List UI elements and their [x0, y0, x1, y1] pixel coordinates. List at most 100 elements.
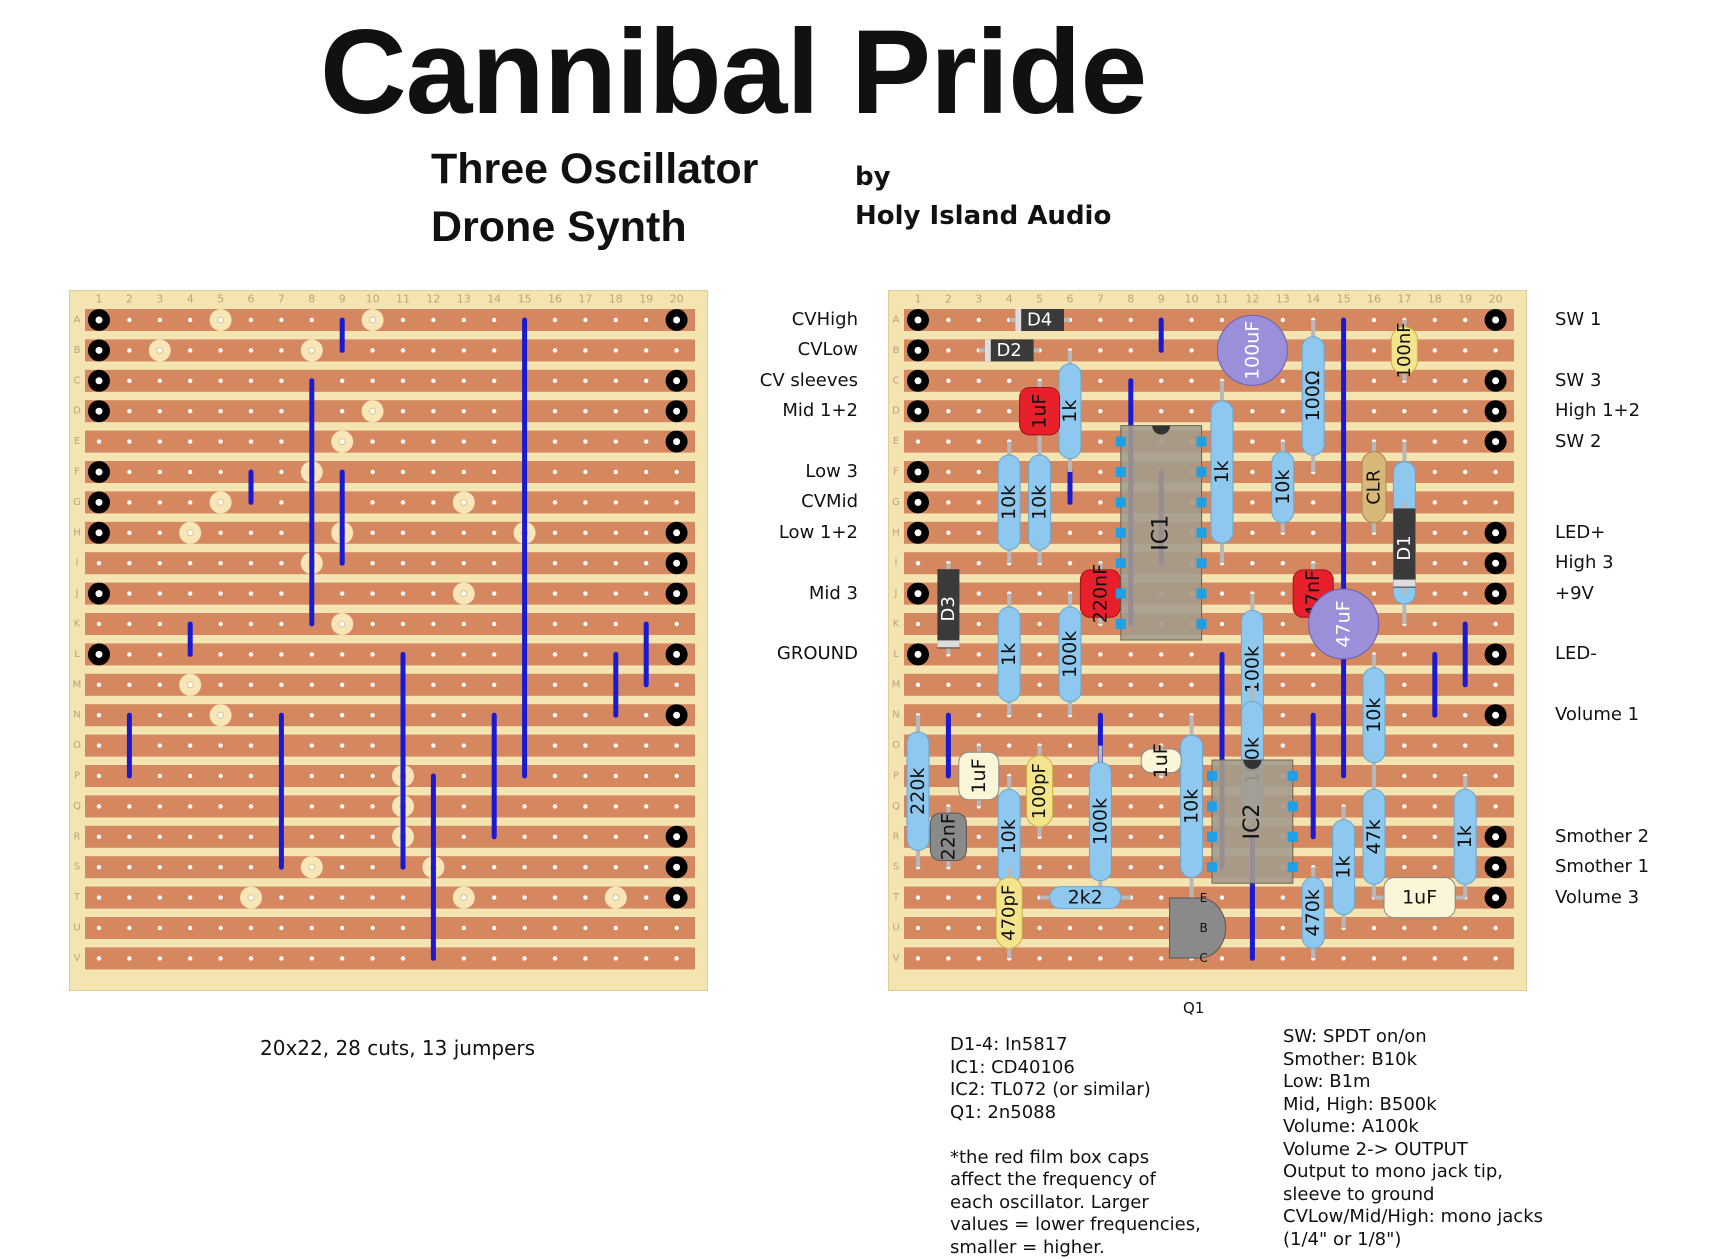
strip-hole: [370, 591, 375, 596]
copper-strip: [85, 917, 695, 939]
wire-pad-hole: [914, 498, 922, 506]
wire-pad-hole: [673, 407, 681, 415]
strip-hole: [1159, 834, 1164, 839]
diode: D2: [984, 339, 1034, 362]
strip-hole: [188, 743, 193, 748]
strip-hole: [644, 469, 649, 475]
strip-hole: [188, 895, 193, 900]
strip-hole: [552, 865, 558, 870]
strip-hole: [1037, 956, 1042, 961]
strip-hole: [188, 925, 193, 931]
strip-hole: [127, 682, 132, 687]
wire-pad-hole: [673, 833, 681, 841]
strip-hole: [1371, 956, 1377, 961]
wire-pad-hole: [673, 711, 681, 719]
strip-hole: [157, 469, 162, 475]
row-label: T: [892, 892, 900, 903]
diode: D3: [937, 569, 960, 649]
resistor-body: [1180, 734, 1204, 879]
strip-hole: [248, 591, 254, 596]
strip-hole: [340, 895, 345, 900]
copper-strip: [904, 582, 1514, 605]
connection-label: Volume 1: [1555, 704, 1640, 726]
note-line: Volume: A100k: [1283, 1116, 1419, 1137]
strip-hole: [644, 591, 649, 596]
strip-hole: [279, 500, 284, 505]
strip-hole: [1432, 378, 1437, 383]
strip-hole: [370, 713, 375, 718]
strip-hole: [309, 956, 314, 961]
box-capacitor-body: [1383, 877, 1456, 919]
strip-hole: [1463, 713, 1468, 718]
resistor-label: 10k: [1363, 698, 1385, 733]
copper-strip: [904, 613, 1514, 635]
strip-hole: [1098, 500, 1103, 505]
strip-hole: [1128, 682, 1133, 687]
strip-hole: [1159, 956, 1164, 961]
strip-hole: [127, 834, 132, 839]
connection-label: Smother 2: [1555, 825, 1650, 847]
column-label: 14: [487, 293, 501, 306]
strip-hole: [1432, 561, 1437, 566]
row-label: U: [892, 923, 899, 934]
strip-hole: [188, 439, 193, 444]
strip-hole: [583, 895, 588, 900]
wire-pad-hole: [1492, 438, 1500, 446]
column-label: 11: [396, 293, 410, 306]
strip-hole: [1493, 682, 1498, 687]
strip-hole: [340, 925, 345, 931]
page-title: Cannibal Pride: [320, 5, 1147, 139]
cut-side-board: 1 2 3 4 5 6 7 8 9 10 11 12 13 14 15 16 17 18 19 20ABCDEFGHI…: [69, 290, 708, 991]
box-capacitor-label: 1uF: [968, 758, 990, 793]
diode-band: [1015, 309, 1022, 331]
strip-hole: [976, 925, 981, 931]
electrolytic-label: 100uF: [1241, 321, 1263, 380]
strip-hole: [1098, 378, 1103, 383]
wire-pad-hole: [673, 438, 681, 446]
strip-hole: [1159, 895, 1164, 900]
strip-hole: [248, 530, 254, 535]
column-label: 18: [1428, 293, 1442, 306]
column-label: 9: [1158, 293, 1165, 306]
strip-hole: [127, 469, 132, 475]
strip-hole: [279, 621, 284, 627]
strip-hole: [370, 530, 375, 535]
strip-hole: [1098, 682, 1103, 687]
strip-hole: [1128, 956, 1133, 961]
strip-hole: [248, 956, 254, 961]
strip-hole: [127, 804, 132, 809]
strip-hole: [1159, 804, 1164, 809]
strip-hole: [157, 439, 162, 444]
strip-hole: [188, 317, 193, 323]
strip-hole: [370, 895, 375, 900]
strip-cut-center: [612, 894, 620, 902]
strip-hole: [674, 682, 679, 687]
strip-hole: [96, 834, 102, 839]
resistor-body: [1210, 400, 1234, 544]
transistor-pin-label: B: [1199, 921, 1207, 935]
strip-hole: [309, 804, 314, 809]
strip-hole: [188, 469, 193, 475]
strip-hole: [127, 925, 132, 931]
strip-hole: [400, 439, 406, 444]
strip-hole: [370, 561, 375, 566]
strip-hole: [552, 682, 558, 687]
note-line: Q1: 2n5088: [950, 1101, 1057, 1123]
wire-pad-hole: [673, 559, 681, 567]
note-line: Volume 2-> OUTPUT: [1283, 1138, 1468, 1160]
strip-hole: [1159, 925, 1164, 931]
strip-hole: [127, 591, 132, 596]
connection-label: Low 1+2: [778, 521, 858, 543]
strip-hole: [1402, 956, 1407, 961]
strip-hole: [188, 591, 193, 596]
row-label: B: [893, 345, 900, 356]
strip-hole: [492, 409, 497, 414]
strip-hole: [127, 348, 132, 353]
strip-hole: [157, 804, 162, 809]
strip-hole: [1432, 956, 1437, 961]
strip-hole: [552, 530, 558, 535]
strip-hole: [552, 621, 558, 627]
strip-hole: [461, 530, 466, 535]
strip-hole: [1189, 348, 1194, 353]
ic-pin: [1115, 558, 1126, 569]
